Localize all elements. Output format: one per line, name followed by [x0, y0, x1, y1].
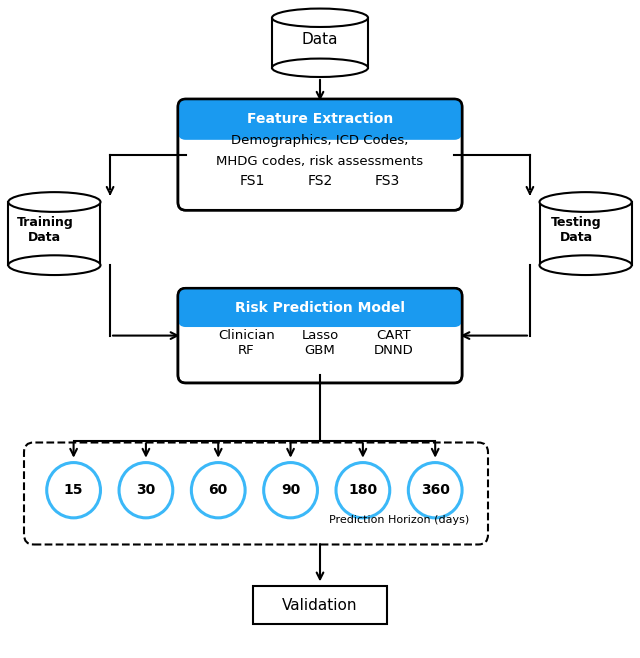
FancyBboxPatch shape: [178, 99, 462, 211]
Text: Testing
Data: Testing Data: [550, 216, 602, 244]
Circle shape: [47, 463, 100, 518]
Polygon shape: [272, 18, 368, 68]
Text: Risk Prediction Model: Risk Prediction Model: [235, 301, 405, 315]
FancyBboxPatch shape: [178, 288, 462, 383]
Text: Feature Extraction: Feature Extraction: [247, 113, 393, 126]
Ellipse shape: [540, 255, 632, 275]
Text: 90: 90: [281, 483, 300, 497]
FancyBboxPatch shape: [178, 99, 462, 140]
Circle shape: [408, 463, 462, 518]
Text: Prediction Horizon (days): Prediction Horizon (days): [328, 515, 468, 525]
Text: 15: 15: [64, 483, 83, 497]
Polygon shape: [186, 120, 454, 132]
Text: FS1: FS1: [240, 174, 266, 188]
Polygon shape: [8, 202, 100, 265]
Text: 30: 30: [136, 483, 156, 497]
Ellipse shape: [540, 192, 632, 212]
Text: CART
DNND: CART DNND: [374, 330, 413, 357]
Text: Clinician
RF: Clinician RF: [218, 330, 275, 357]
Text: FS2: FS2: [307, 174, 333, 188]
Circle shape: [264, 463, 317, 518]
Polygon shape: [540, 202, 632, 265]
Text: 360: 360: [420, 483, 450, 497]
Ellipse shape: [272, 9, 368, 27]
Circle shape: [336, 463, 390, 518]
Circle shape: [191, 463, 245, 518]
Text: 60: 60: [209, 483, 228, 497]
Text: Training
Data: Training Data: [17, 216, 73, 244]
Ellipse shape: [272, 59, 368, 77]
Text: FS3: FS3: [374, 174, 400, 188]
Text: MHDG codes, risk assessments: MHDG codes, risk assessments: [216, 155, 424, 168]
Text: 180: 180: [348, 483, 378, 497]
Ellipse shape: [8, 255, 100, 275]
Text: Demographics, ICD Codes,: Demographics, ICD Codes,: [231, 134, 409, 147]
FancyBboxPatch shape: [178, 288, 462, 327]
Circle shape: [119, 463, 173, 518]
Ellipse shape: [8, 192, 100, 212]
FancyBboxPatch shape: [253, 586, 387, 624]
Polygon shape: [186, 308, 454, 319]
Text: Data: Data: [301, 32, 339, 47]
Text: Lasso
GBM: Lasso GBM: [301, 330, 339, 357]
Text: Validation: Validation: [282, 598, 358, 613]
